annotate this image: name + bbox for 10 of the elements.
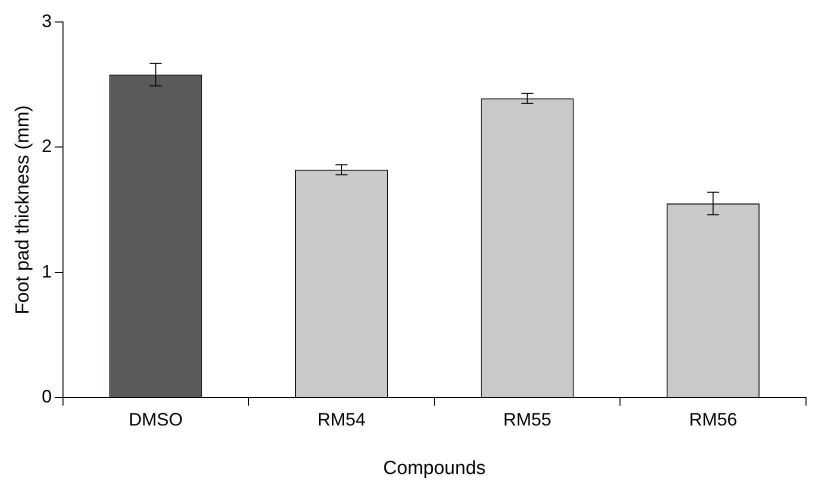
y-axis-title: Foot pad thickness (mm) [12,105,34,314]
x-tick-label: DMSO [128,409,183,430]
y-tick-label: 2 [42,136,52,156]
y-tick-label: 3 [42,10,52,31]
x-tick-label: RM54 [318,409,366,430]
y-tick-label: 1 [42,261,52,282]
x-tick-label: RM56 [689,409,738,430]
x-axis-title: Compounds [383,458,486,479]
y-tick-label: 0 [42,386,52,407]
x-tick-label: RM55 [503,409,552,430]
